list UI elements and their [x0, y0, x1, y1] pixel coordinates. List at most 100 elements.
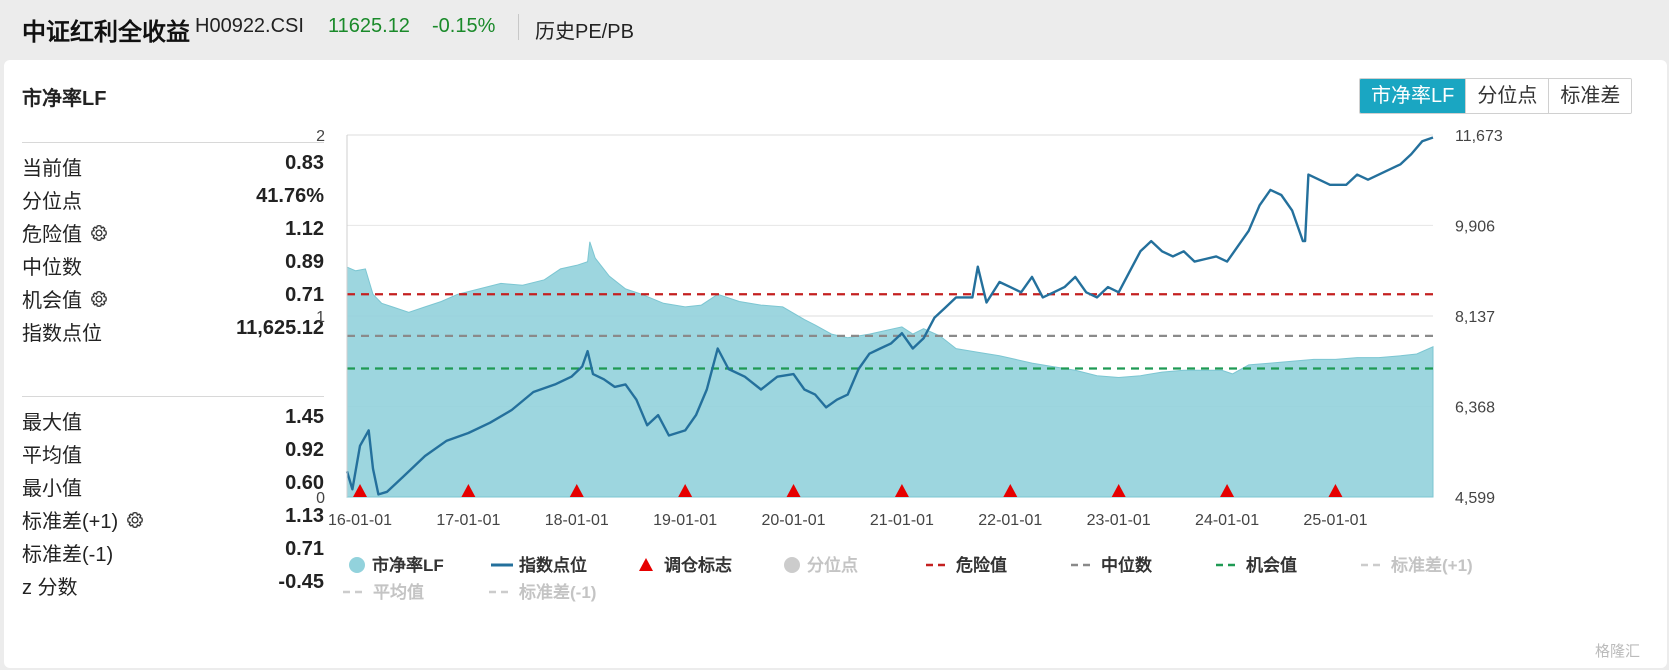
rebalance-marker — [1328, 484, 1343, 497]
legend-swatch — [349, 557, 365, 573]
rebalance-marker — [678, 484, 693, 497]
stat-label: 标准差(+1) — [22, 511, 119, 533]
stat-label: z 分数 — [22, 577, 78, 599]
stat-row-median: 中位数 0.89 — [22, 246, 324, 279]
x-tick-label: 24-01-01 — [1195, 512, 1259, 529]
stat-value: 41.76% — [256, 185, 324, 207]
x-tick-label: 20-01-01 — [762, 512, 826, 529]
stat-value: 0.92 — [285, 439, 324, 461]
stat-value: 0.71 — [285, 538, 324, 560]
x-tick-label: 23-01-01 — [1087, 512, 1151, 529]
stat-row-std-minus: 标准差(-1) 0.71 — [22, 533, 324, 566]
legend-label: 机会值 — [1246, 555, 1297, 575]
stat-row-max: 最大值 1.45 — [22, 401, 324, 434]
index-code: H00922.CSI — [195, 15, 304, 37]
stat-value: -0.45 — [278, 571, 324, 593]
stat-label-wrap: 标准差(+1) — [22, 505, 144, 534]
x-tick-label: 25-01-01 — [1303, 512, 1367, 529]
stat-value: 1.13 — [285, 505, 324, 527]
y-right-tick-label: 8,137 — [1455, 309, 1495, 326]
stats-group-distribution: 最大值 1.45 平均值 0.92 最小值 0.60 标准差(+1) 1.13 … — [22, 396, 324, 599]
x-tick-label: 16-01-01 — [328, 512, 392, 529]
stat-label: 中位数 — [22, 257, 82, 279]
y-left-tick-label: 2 — [316, 128, 325, 145]
rebalance-marker — [353, 484, 368, 497]
stat-label: 最小值 — [22, 478, 82, 500]
legend-label: 指数点位 — [519, 555, 587, 575]
gear-icon[interactable] — [90, 224, 108, 242]
y-right-tick-label: 4,599 — [1455, 490, 1495, 507]
stat-row-zscore: z 分数 -0.45 — [22, 566, 324, 599]
y-right-tick-label: 6,368 — [1455, 399, 1495, 416]
stat-label-wrap: 机会值 — [22, 284, 108, 313]
stat-value: 0.60 — [285, 472, 324, 494]
y-left-tick-label: 0 — [316, 490, 325, 507]
stat-label-wrap: 危险值 — [22, 218, 108, 247]
watermark: 格隆汇 — [1595, 643, 1641, 660]
panel-title: 市净率LF — [22, 88, 107, 110]
metric-tabs: 市净率LF 分位点 标准差 — [1359, 78, 1633, 114]
divider — [22, 396, 324, 397]
legend-label: 危险值 — [955, 555, 1007, 575]
stat-label: 指数点位 — [22, 323, 102, 345]
rebalance-marker — [786, 484, 801, 497]
header-bar: 中证红利全收益 H00922.CSI 11625.12 -0.15% 历史PE/… — [0, 0, 1669, 56]
stat-label: 分位点 — [22, 191, 82, 213]
y-left-tick-label: 1 — [316, 309, 325, 326]
rebalance-marker — [461, 484, 476, 497]
stat-value: 0.89 — [285, 251, 324, 273]
x-tick-label: 17-01-01 — [436, 512, 500, 529]
stat-value: 0.83 — [285, 152, 324, 174]
stat-row-index-point: 指数点位 11,625.12 — [22, 312, 324, 345]
stat-row-mean: 平均值 0.92 — [22, 434, 324, 467]
history-pe-pb-link[interactable]: 历史PE/PB — [535, 21, 634, 43]
stat-label: 危险值 — [22, 224, 82, 246]
rebalance-marker — [1220, 484, 1235, 497]
stat-row-std-plus: 标准差(+1) 1.13 — [22, 500, 324, 533]
tab-percentile[interactable]: 分位点 — [1465, 79, 1549, 113]
rebalance-marker — [569, 484, 584, 497]
tab-pb[interactable]: 市净率LF — [1360, 79, 1466, 113]
stat-label: 最大值 — [22, 412, 82, 434]
index-change: -0.15% — [432, 15, 496, 37]
divider — [22, 142, 324, 143]
legend-label: 调仓标志 — [664, 555, 732, 575]
stat-label: 标准差(-1) — [22, 544, 114, 566]
stat-row-min: 最小值 0.60 — [22, 467, 324, 500]
stat-label: 机会值 — [22, 290, 82, 312]
x-tick-label: 19-01-01 — [653, 512, 717, 529]
index-line-series — [345, 136, 1434, 496]
stat-value: 11,625.12 — [236, 317, 324, 339]
stat-value: 0.71 — [285, 284, 324, 306]
legend-label: 市净率LF — [372, 555, 444, 575]
x-tick-label: 22-01-01 — [978, 512, 1042, 529]
y-right-tick-label: 11,673 — [1455, 128, 1503, 145]
x-tick-label: 21-01-01 — [870, 512, 934, 529]
gear-icon[interactable] — [90, 290, 108, 308]
stat-value: 1.12 — [285, 218, 324, 240]
rebalance-marker — [1003, 484, 1018, 497]
pb-area-series — [346, 241, 1434, 498]
stats-group-current: 当前值 0.83 分位点 41.76% 危险值 1.12 中位数 0.89 机会… — [22, 142, 324, 345]
legend-label: 标准差(+1) — [1391, 555, 1473, 575]
rebalance-marker — [1111, 484, 1126, 497]
y-right-tick-label: 9,906 — [1455, 218, 1495, 235]
legend-swatch — [639, 558, 653, 571]
x-tick-label: 18-01-01 — [545, 512, 609, 529]
stat-row-opportunity: 机会值 0.71 — [22, 279, 324, 312]
stat-value: 1.45 — [285, 406, 324, 428]
stat-row-percentile: 分位点 41.76% — [22, 180, 324, 213]
legend-label: 标准差(-1) — [519, 582, 596, 602]
legend-swatch — [784, 557, 800, 573]
header-divider — [518, 14, 519, 40]
legend-label: 中位数 — [1101, 555, 1153, 575]
tab-std[interactable]: 标准差 — [1548, 79, 1632, 113]
index-name: 中证红利全收益 — [22, 19, 190, 46]
rebalance-marker — [894, 484, 909, 497]
gear-icon[interactable] — [126, 511, 144, 529]
stat-row-current: 当前值 0.83 — [22, 147, 324, 180]
stat-row-danger: 危险值 1.12 — [22, 213, 324, 246]
stat-label: 当前值 — [22, 158, 82, 180]
stat-label: 平均值 — [22, 445, 82, 467]
